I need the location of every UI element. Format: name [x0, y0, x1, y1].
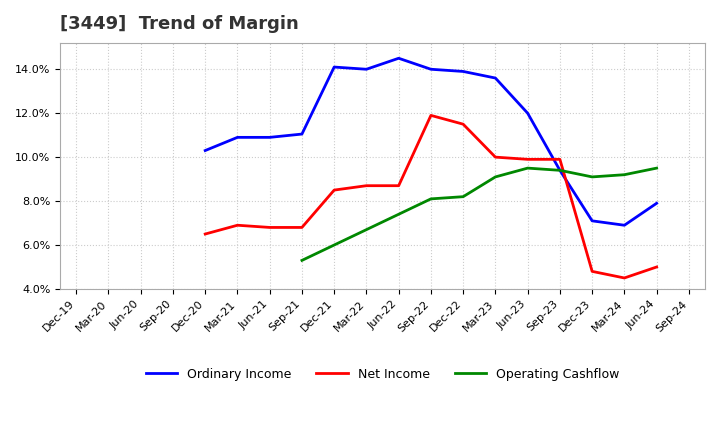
Ordinary Income — [523, 110, 532, 116]
Line: Net Income: Net Income — [205, 115, 657, 278]
Ordinary Income — [556, 168, 564, 173]
Operating Cashflow — [523, 165, 532, 171]
Ordinary Income — [297, 132, 306, 137]
Ordinary Income — [620, 223, 629, 228]
Line: Ordinary Income: Ordinary Income — [205, 58, 657, 225]
Operating Cashflow — [491, 174, 500, 180]
Net Income — [620, 275, 629, 281]
Net Income — [266, 225, 274, 230]
Ordinary Income — [426, 66, 435, 72]
Ordinary Income — [395, 55, 403, 61]
Operating Cashflow — [588, 174, 596, 180]
Net Income — [459, 121, 467, 127]
Ordinary Income — [588, 218, 596, 224]
Net Income — [201, 231, 210, 237]
Ordinary Income — [266, 135, 274, 140]
Ordinary Income — [201, 148, 210, 153]
Operating Cashflow — [556, 168, 564, 173]
Ordinary Income — [362, 66, 371, 72]
Net Income — [362, 183, 371, 188]
Net Income — [297, 225, 306, 230]
Net Income — [395, 183, 403, 188]
Ordinary Income — [652, 201, 661, 206]
Net Income — [491, 154, 500, 160]
Operating Cashflow — [426, 196, 435, 202]
Net Income — [330, 187, 338, 193]
Operating Cashflow — [652, 165, 661, 171]
Ordinary Income — [330, 64, 338, 70]
Text: [3449]  Trend of Margin: [3449] Trend of Margin — [60, 15, 299, 33]
Net Income — [652, 264, 661, 270]
Operating Cashflow — [620, 172, 629, 177]
Net Income — [426, 113, 435, 118]
Net Income — [556, 157, 564, 162]
Net Income — [588, 269, 596, 274]
Ordinary Income — [459, 69, 467, 74]
Operating Cashflow — [297, 258, 306, 263]
Net Income — [233, 223, 242, 228]
Ordinary Income — [233, 135, 242, 140]
Ordinary Income — [491, 75, 500, 81]
Line: Operating Cashflow: Operating Cashflow — [302, 168, 657, 260]
Legend: Ordinary Income, Net Income, Operating Cashflow: Ordinary Income, Net Income, Operating C… — [141, 363, 624, 386]
Operating Cashflow — [459, 194, 467, 199]
Net Income — [523, 157, 532, 162]
